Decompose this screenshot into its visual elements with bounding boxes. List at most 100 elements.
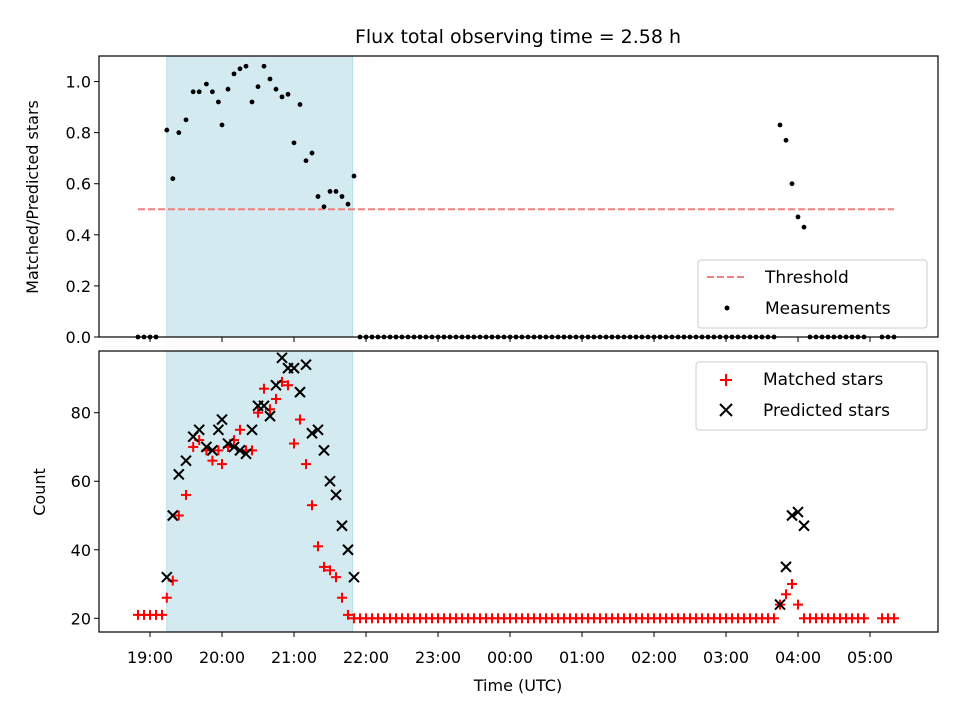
measurement-point-24 [285,91,291,97]
matched-point-27 [295,414,305,425]
matched-point-30 [313,541,323,552]
matched-point-28 [301,459,311,470]
top-highlight-span [166,55,354,338]
bottom-highlight-span [166,350,354,633]
bottom-legend-box [695,361,928,431]
measurement-point-15 [231,71,237,77]
xtick-label-8: 03:00 [703,648,749,667]
bottom-y-axis-label: Count [30,468,49,516]
measurement-point-34 [345,201,351,207]
predicted-point-17 [264,410,276,422]
bot-ytick-label-0: 20 [71,609,91,628]
measurement-point-27 [303,158,309,164]
predicted-point-30 [342,544,354,556]
predicted-point-33 [780,561,792,573]
predicted-point-35 [792,506,804,518]
bot-series-1 [161,352,810,611]
measurement-point-12 [216,99,221,105]
bot-ytick-label-3: 80 [71,404,91,423]
predicted-point-22 [294,386,306,398]
matched-point-17 [235,424,245,435]
top-ytick-label-5: 1.0 [66,73,91,92]
predicted-point-6 [200,441,213,453]
measurement-point-8 [190,89,196,95]
measurement-point-23 [279,94,285,100]
measurement-point-106 [777,122,783,128]
xtick-label-3: 22:00 [343,648,389,667]
matched-point-4 [157,609,167,620]
bottom-plot-frame [98,350,939,633]
bottom-panel: 20 40 60 80 19:00 20:00 21:00 22:00 23:00 00:00 0… [30,350,939,695]
measurement-point-31 [327,188,333,194]
predicted-point-26 [318,444,330,457]
top-ytick-label-4: 0.8 [66,124,91,143]
bot-ytick-label-2: 60 [71,472,91,491]
matched-point-32 [325,565,335,576]
measurement-point-17 [243,63,249,69]
measurement-point-33 [339,194,345,199]
measurement-point-30 [321,204,327,210]
predicted-point-1 [167,509,179,522]
matched-point-7 [173,510,184,521]
measurements-legend-swatch [724,305,730,311]
top-ytick-label-2: 0.4 [66,226,91,245]
predicted-point-28 [330,489,342,501]
measurement-point-32 [333,188,339,194]
xtick-label-4: 23:00 [415,648,461,667]
top-y-axis-label: Matched/Predicted stars [23,100,42,294]
matched-point-29 [307,500,317,511]
measurement-point-109 [795,214,801,220]
measurement-point-107 [783,137,789,143]
predicted-point-13 [240,448,252,460]
xtick-label-10: 05:00 [847,648,893,667]
predicted-point-36 [798,520,810,532]
bot-ytick-label-1: 40 [71,541,91,560]
top-ytick-label-1: 0.2 [66,277,91,296]
predicted-point-21 [288,362,300,374]
measurement-point-35 [351,173,357,179]
predicted-point-5 [193,424,205,436]
predicted-point-24 [306,427,318,439]
measurement-point-9 [196,89,202,95]
measurement-point-108 [789,181,795,187]
matched-point-9 [188,441,199,452]
bot-series-0 [133,376,899,624]
measurement-point-28 [309,150,315,156]
matched-point-8 [181,489,191,500]
matched-point-108 [781,589,791,600]
xtick-label-1: 20:00 [199,648,245,667]
predicted-point-34 [786,509,798,522]
measurement-point-20 [261,63,267,69]
predicted-point-3 [180,454,192,467]
measurement-point-18 [249,99,255,105]
matched-point-14 [217,459,227,470]
measurement-point-5 [170,176,176,182]
top-ytick-label-0: 0.0 [66,328,91,347]
measurement-point-14 [225,86,231,92]
matched-point-26 [289,438,299,449]
predicted-point-25 [312,424,324,436]
threshold-legend-label: Threshold [764,268,849,288]
predicted-point-18 [270,379,282,391]
matched-point-34 [337,592,347,603]
predicted-point-8 [212,424,225,436]
top-legend-box [697,259,928,329]
matched-point-35 [343,609,353,620]
xtick-label-9: 04:00 [775,648,821,667]
xtick-label-5: 00:00 [487,648,533,667]
measurement-point-11 [210,89,215,95]
matched-point-23 [271,393,281,404]
measurement-point-25 [291,140,297,146]
measurement-point-7 [183,117,189,123]
predicted-point-0 [161,571,173,583]
measurement-point-21 [267,76,273,82]
measurements-legend-label: Measurements [765,299,891,319]
measurement-point-26 [297,102,303,107]
matched-point-5 [161,592,172,603]
xtick-label-0: 19:00 [127,648,173,667]
predicted-point-16 [258,400,270,412]
predicted-point-27 [324,475,336,487]
predicted-point-11 [228,441,240,453]
measurement-point-13 [219,122,225,128]
